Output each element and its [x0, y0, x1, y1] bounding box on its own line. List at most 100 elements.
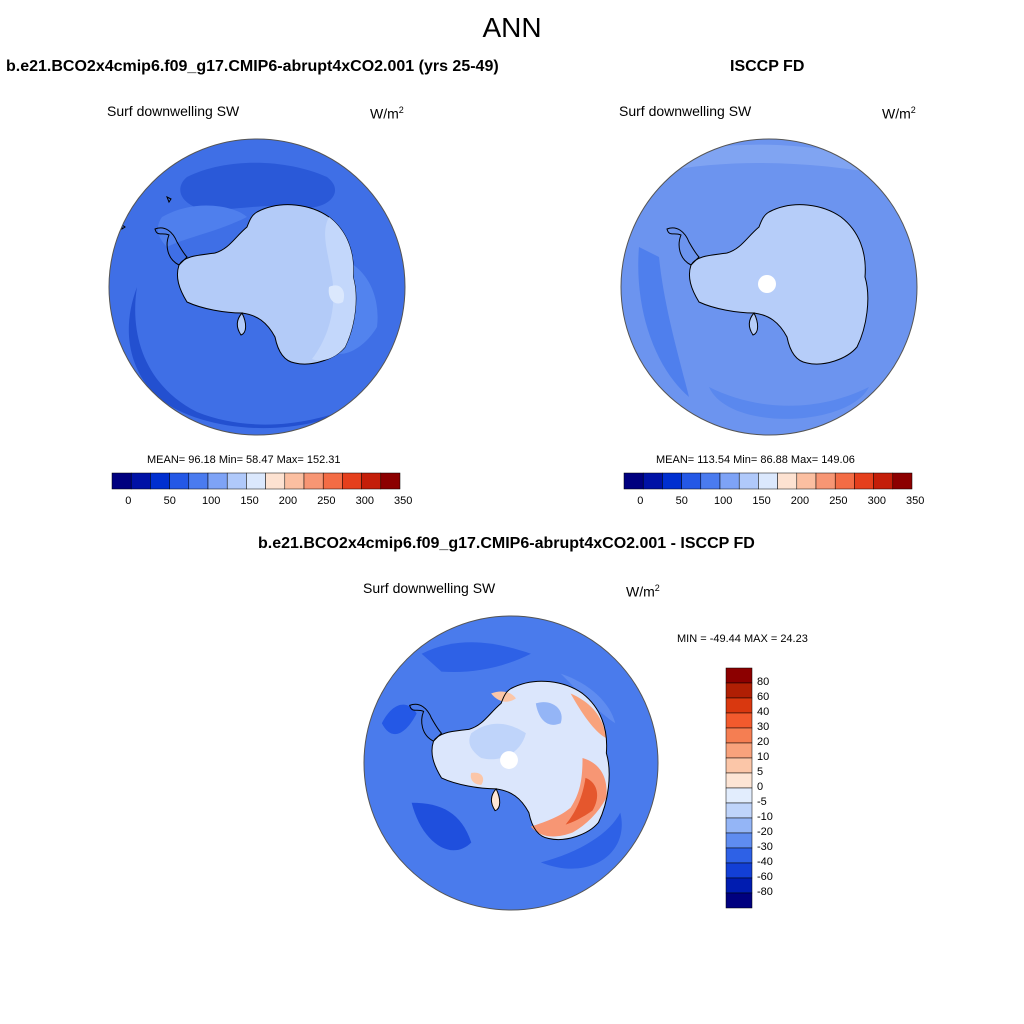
- panel-1-colorbar: [111, 472, 401, 490]
- panel-1-variable-label: Surf downwelling SW: [107, 103, 240, 119]
- colorbar-tick-label: 80: [757, 676, 770, 688]
- panel-1-low-sw-patch-north: [180, 162, 336, 210]
- colorbar-swatch: [725, 847, 753, 864]
- colorbar-tick-label: 150: [240, 495, 259, 507]
- panel-2-stats: MEAN= 113.54 Min= 86.88 Max= 149.06: [656, 454, 855, 466]
- colorbar-swatch: [226, 472, 247, 490]
- colorbar-tick-label: -80: [757, 886, 773, 898]
- colorbar-tick-label: -10: [757, 811, 773, 823]
- panel-2-title: ISCCP FD: [730, 58, 805, 75]
- panel-1-units: W/m2: [370, 105, 404, 122]
- colorbar-swatch: [700, 472, 721, 490]
- panel-3-missing-data-pole: [500, 751, 518, 769]
- colorbar-swatch: [130, 472, 151, 490]
- colorbar-tick-label: 100: [714, 495, 733, 507]
- panel-1-peninsula: [154, 227, 188, 266]
- panel-3-positive-patch-east: [570, 693, 607, 739]
- panel-2-colorbar: [623, 472, 913, 490]
- colorbar-tick-label: 300: [867, 495, 886, 507]
- colorbar-swatch: [725, 757, 753, 774]
- panel-2-antarctica: [688, 204, 869, 365]
- colorbar-swatch: [111, 472, 132, 490]
- colorbar-tick-label: 350: [394, 495, 413, 507]
- colorbar-swatch: [854, 472, 874, 490]
- panel-3-antarctica: [431, 681, 610, 840]
- colorbar-swatch: [342, 472, 362, 490]
- panel-3-strong-negative-patch: [411, 802, 472, 851]
- colorbar-tick-label: 350: [906, 495, 925, 507]
- panel-1-map: [108, 138, 406, 436]
- colorbar-tick-label: 150: [752, 495, 771, 507]
- colorbar-swatch: [815, 472, 836, 490]
- colorbar-swatch: [681, 472, 702, 490]
- panel-3-positive-patch-southeast: [530, 758, 607, 837]
- panel-2-units: W/m2: [882, 105, 916, 122]
- colorbar-swatch: [207, 472, 228, 490]
- colorbar-swatch: [725, 832, 753, 849]
- colorbar-tick-label: -30: [757, 841, 773, 853]
- panel-3-peninsula: [409, 703, 443, 742]
- panel-2-low-sw-band-west: [638, 247, 689, 397]
- colorbar-swatch: [725, 727, 753, 744]
- colorbar-swatch: [725, 862, 753, 879]
- colorbar-tick-label: 0: [637, 495, 644, 507]
- panel-3-map: [363, 615, 659, 911]
- colorbar-tick-label: 0: [125, 495, 132, 507]
- colorbar-swatch: [725, 772, 753, 789]
- panel-3-title: b.e21.BCO2x4cmip6.f09_g17.CMIP6-abrupt4x…: [258, 535, 755, 552]
- colorbar-swatch: [623, 472, 644, 490]
- panel-2-peninsula: [666, 227, 700, 266]
- colorbar-tick-label: 200: [790, 495, 810, 507]
- colorbar-swatch: [265, 472, 286, 490]
- panel-3-units: W/m2: [626, 583, 660, 600]
- colorbar-tick-label: 300: [355, 495, 374, 507]
- panel-3-stats: MIN = -49.44 MAX = 24.23: [677, 633, 808, 645]
- colorbar-swatch: [662, 472, 682, 490]
- colorbar-tick-label: -40: [757, 856, 773, 868]
- colorbar-swatch: [642, 472, 663, 490]
- colorbar-swatch: [380, 472, 401, 490]
- colorbar-tick-label: -60: [757, 871, 773, 883]
- colorbar-swatch: [303, 472, 324, 490]
- colorbar-tick-label: 100: [202, 495, 221, 507]
- figure-title: ANN: [482, 12, 542, 43]
- colorbar-tick-label: -5: [757, 796, 767, 808]
- colorbar-swatch: [169, 472, 190, 490]
- colorbar-swatch: [725, 667, 753, 684]
- colorbar-tick-label: -20: [757, 826, 773, 838]
- colorbar-tick-label: 60: [757, 691, 770, 703]
- panel-2-missing-data-pole: [758, 275, 776, 293]
- colorbar-swatch: [284, 472, 305, 490]
- colorbar-swatch: [246, 472, 266, 490]
- colorbar-swatch: [322, 472, 343, 490]
- colorbar-tick-label: 200: [278, 495, 298, 507]
- colorbar-tick-label: 250: [829, 495, 848, 507]
- colorbar-tick-label: 40: [757, 706, 770, 718]
- colorbar-swatch: [725, 697, 753, 714]
- colorbar-tick-label: 50: [675, 495, 688, 507]
- panel-3-colorbar: [725, 667, 753, 909]
- colorbar-swatch: [873, 472, 894, 490]
- colorbar-swatch: [725, 787, 753, 804]
- colorbar-tick-label: 5: [757, 766, 764, 778]
- colorbar-swatch: [188, 472, 209, 490]
- colorbar-tick-label: 20: [757, 736, 770, 748]
- colorbar-swatch: [892, 472, 913, 490]
- colorbar-swatch: [725, 802, 753, 819]
- colorbar-tick-label: 50: [163, 495, 176, 507]
- panel-1-stats: MEAN= 96.18 Min= 58.47 Max= 152.31: [147, 454, 341, 466]
- colorbar-tick-label: 10: [757, 751, 770, 763]
- colorbar-swatch: [725, 682, 753, 699]
- colorbar-swatch: [796, 472, 817, 490]
- panel-3-coastline: [431, 680, 610, 840]
- colorbar-swatch: [725, 742, 753, 759]
- colorbar-swatch: [725, 712, 753, 729]
- colorbar-swatch: [361, 472, 382, 490]
- panel-2-map: [620, 138, 918, 436]
- colorbar-swatch: [725, 817, 753, 834]
- panel-3-variable-label: Surf downwelling SW: [363, 580, 496, 596]
- colorbar-swatch: [758, 472, 778, 490]
- colorbar-swatch: [725, 892, 753, 909]
- colorbar-swatch: [719, 472, 740, 490]
- colorbar-tick-label: 30: [757, 721, 770, 733]
